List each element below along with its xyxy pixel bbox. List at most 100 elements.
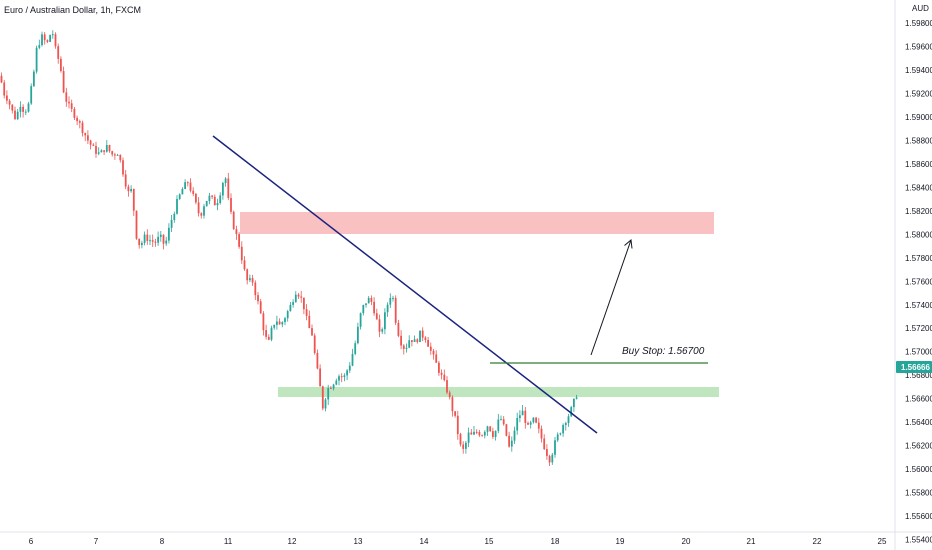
candle[interactable] [559,432,562,436]
candle[interactable] [373,297,375,316]
candle[interactable] [362,304,365,316]
candle[interactable] [165,236,168,246]
candle[interactable] [440,369,443,380]
candle[interactable] [216,198,219,211]
candle[interactable] [527,421,529,425]
candle[interactable] [95,141,97,158]
candlestick-series[interactable] [0,30,578,467]
candle[interactable] [243,256,246,271]
candle[interactable] [238,232,240,249]
candle[interactable] [111,150,114,157]
candle[interactable] [359,312,362,330]
candle[interactable] [76,115,78,126]
candle[interactable] [432,349,435,360]
candle[interactable] [554,437,556,458]
candle[interactable] [375,308,378,320]
candle[interactable] [108,144,111,153]
candle[interactable] [548,454,551,467]
candle[interactable] [197,197,200,217]
candle[interactable] [564,421,567,431]
candle[interactable] [492,427,494,439]
candle[interactable] [327,384,330,405]
candle[interactable] [332,383,335,391]
candle[interactable] [200,212,203,219]
candle[interactable] [573,398,575,412]
candle[interactable] [168,223,170,244]
candle[interactable] [354,340,357,356]
candle[interactable] [73,106,76,121]
candle[interactable] [6,90,8,105]
candle[interactable] [500,415,502,421]
candle[interactable] [138,238,141,249]
candle[interactable] [116,153,119,156]
candle[interactable] [135,210,138,240]
support-zone[interactable] [278,387,719,397]
candle[interactable] [535,416,537,424]
candle[interactable] [89,139,92,150]
candle[interactable] [405,343,408,353]
candle[interactable] [343,373,346,382]
candle[interactable] [203,203,205,219]
candle[interactable] [286,309,289,322]
candle[interactable] [465,440,467,454]
candle[interactable] [532,417,535,424]
candle[interactable] [105,140,108,153]
candle[interactable] [267,334,270,341]
plot-area[interactable] [0,0,895,532]
candle[interactable] [100,149,103,153]
candle[interactable] [8,98,11,110]
candle[interactable] [41,31,43,47]
candle[interactable] [103,150,105,155]
candle[interactable] [348,362,351,374]
candle[interactable] [173,211,176,223]
candle[interactable] [278,318,281,325]
candle[interactable] [319,364,321,387]
candle[interactable] [308,310,311,329]
candle[interactable] [408,335,411,349]
candle[interactable] [556,432,559,442]
candle[interactable] [335,378,338,386]
candle[interactable] [478,429,481,437]
candle[interactable] [529,420,532,429]
candle[interactable] [340,373,343,383]
candle[interactable] [311,324,313,336]
candle[interactable] [60,56,62,73]
candle[interactable] [313,333,316,355]
candle[interactable] [276,315,278,330]
candle[interactable] [575,394,578,400]
candle[interactable] [130,185,132,193]
resistance-zone[interactable] [240,212,714,234]
candle[interactable] [143,231,146,246]
candle[interactable] [54,32,57,49]
candle[interactable] [370,295,373,306]
candle[interactable] [189,178,192,193]
candle[interactable] [562,423,564,437]
candle[interactable] [19,101,22,118]
candle[interactable] [467,427,470,448]
candle[interactable] [475,429,478,435]
candle[interactable] [70,99,73,113]
candle[interactable] [400,330,402,350]
candle[interactable] [338,374,340,386]
candle[interactable] [46,39,49,44]
candle[interactable] [227,172,230,201]
candle[interactable] [297,292,300,300]
candle[interactable] [22,104,24,118]
candle[interactable] [78,119,81,129]
candle[interactable] [157,231,159,246]
candle[interactable] [3,79,6,99]
candle[interactable] [421,327,424,342]
candle[interactable] [235,225,238,240]
candle[interactable] [351,348,354,367]
candle[interactable] [394,295,397,326]
candle[interactable] [68,96,70,109]
candle[interactable] [505,423,508,437]
candle[interactable] [232,210,235,230]
candle[interactable] [81,120,84,137]
candle[interactable] [292,299,294,308]
candle[interactable] [510,436,513,452]
candle[interactable] [454,411,456,418]
candle[interactable] [516,412,519,435]
candle[interactable] [219,192,222,205]
